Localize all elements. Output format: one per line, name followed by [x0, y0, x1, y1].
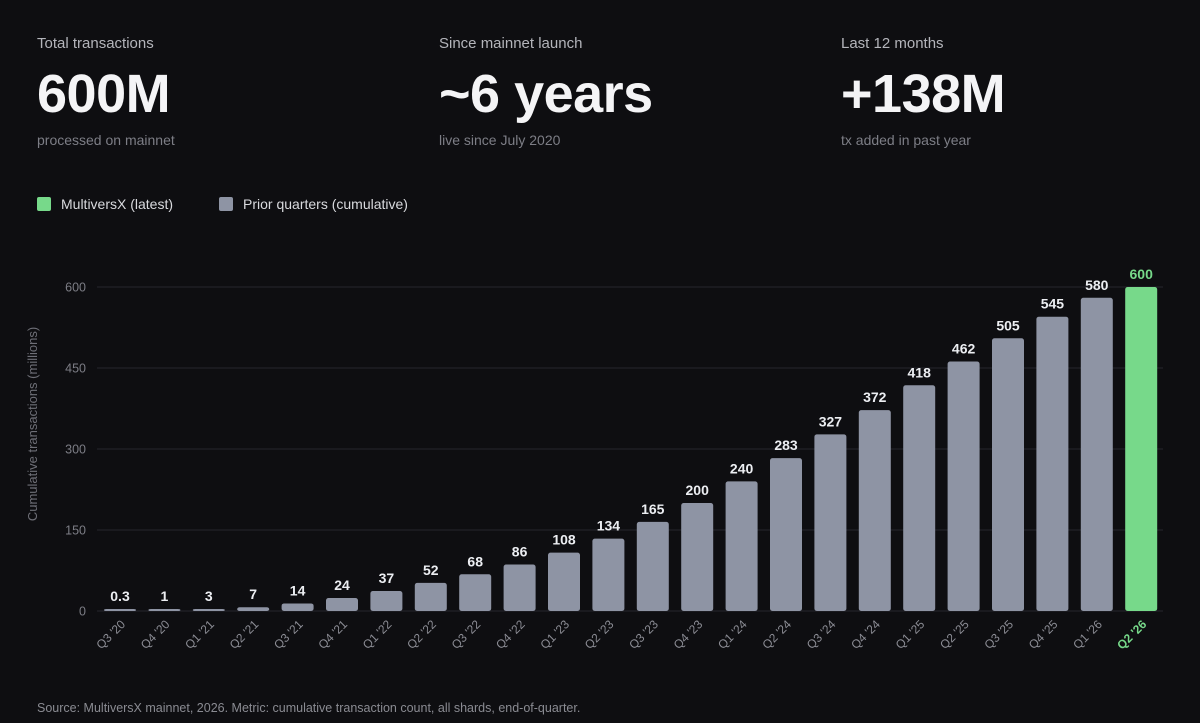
- bar-value-label: 37: [379, 570, 395, 586]
- legend-swatch-prior: [219, 197, 234, 211]
- bar-value-label: 68: [467, 553, 483, 569]
- bar[interactable]: [148, 609, 181, 611]
- y-tick-label: 600: [65, 281, 86, 295]
- source-footnote: Source: MultiversX mainnet, 2026. Metric…: [37, 701, 581, 715]
- y-axis-label: Cumulative transactions (millions): [25, 327, 40, 521]
- stat-label: Last 12 months: [841, 35, 944, 52]
- legend-label: Prior quarters (cumulative): [243, 196, 408, 212]
- stat-total-transactions: Total transactions 600M processed on mai…: [37, 34, 175, 149]
- x-tick-label: Q2 '22: [404, 617, 439, 652]
- x-tick-label: Q3 '22: [449, 617, 484, 652]
- stat-value: ~6 years: [439, 64, 653, 124]
- bar[interactable]: [814, 434, 847, 611]
- stat-sub: tx added in past year: [841, 132, 971, 148]
- bar-value-label: 134: [597, 518, 621, 534]
- x-tick-label: Q3 '20: [93, 617, 128, 652]
- bar-value-label: 7: [249, 586, 257, 602]
- bar-value-label: 580: [1085, 277, 1109, 293]
- bar-value-label: 165: [641, 501, 665, 517]
- x-tick-label: Q4 '24: [848, 617, 883, 652]
- bar[interactable]: [903, 385, 936, 611]
- bar-value-label: 200: [686, 482, 710, 498]
- bar-value-label: 505: [996, 317, 1020, 333]
- bar[interactable]: [992, 338, 1024, 611]
- bar-value-label: 14: [290, 582, 306, 598]
- bar-value-label: 3: [205, 588, 213, 604]
- x-tick-label: Q3 '23: [626, 617, 661, 652]
- x-tick-label: Q1 '23: [537, 617, 572, 652]
- y-tick-label: 450: [65, 362, 86, 376]
- x-tick-label: Q4 '20: [138, 617, 173, 652]
- bar[interactable]: [414, 582, 447, 611]
- x-tick-label: Q4 '21: [315, 617, 350, 652]
- stat-value: +138M: [841, 64, 1006, 124]
- bar[interactable]: [192, 609, 225, 611]
- bar-value-label: 327: [819, 413, 843, 429]
- bar-value-label: 1: [161, 588, 169, 604]
- x-tick-label: Q3 '21: [271, 617, 306, 652]
- stat-since-launch: Since mainnet launch ~6 years live since…: [439, 34, 653, 149]
- legend-item-prior: Prior quarters (cumulative): [219, 196, 408, 212]
- legend-item-latest: MultiversX (latest): [37, 196, 173, 212]
- legend-label: MultiversX (latest): [61, 196, 174, 212]
- bar-value-label: 240: [730, 460, 754, 476]
- bar-value-label: 545: [1041, 296, 1065, 312]
- x-tick-label: Q2 '21: [227, 617, 262, 652]
- x-tick-label: Q1 '25: [893, 617, 928, 652]
- x-tick-label: Q1 '24: [715, 617, 750, 652]
- bar-value-label: 52: [423, 562, 439, 578]
- bar[interactable]: [104, 609, 136, 611]
- x-tick-label: Q3 '24: [804, 617, 839, 652]
- x-tick-label: Q3 '25: [981, 617, 1016, 652]
- bar-value-label: 462: [952, 341, 976, 357]
- chart-legend: MultiversX (latest) Prior quarters (cumu…: [37, 196, 408, 212]
- bar-value-label: 418: [908, 364, 932, 380]
- bar-value-label: 600: [1130, 266, 1154, 282]
- stat-value: 600M: [37, 64, 171, 124]
- y-tick-label: 150: [65, 524, 86, 538]
- legend-swatch-latest: [37, 197, 51, 211]
- bar-value-label: 283: [774, 437, 798, 453]
- bar[interactable]: [681, 503, 714, 611]
- y-tick-label: 0: [79, 605, 86, 619]
- bar[interactable]: [947, 361, 980, 611]
- bar-value-label: 0.3: [110, 588, 130, 604]
- x-tick-label: Q4 '23: [671, 617, 706, 652]
- stat-label: Total transactions: [37, 35, 154, 52]
- x-tick-label: Q1 '22: [360, 617, 395, 652]
- y-tick-label: 300: [65, 443, 86, 457]
- bar-value-label: 24: [334, 577, 350, 593]
- bar[interactable]: [326, 598, 358, 611]
- stat-sub: live since July 2020: [439, 132, 561, 148]
- bar[interactable]: [459, 574, 492, 611]
- x-tick-label: Q4 '22: [493, 617, 528, 652]
- bar-value-label: 372: [863, 389, 887, 405]
- bar[interactable]: [503, 564, 536, 611]
- stat-label: Since mainnet launch: [439, 35, 583, 52]
- bar[interactable]: [770, 458, 802, 611]
- x-tick-label: Q4 '25: [1026, 617, 1061, 652]
- bar[interactable]: [281, 603, 314, 611]
- bar[interactable]: [548, 552, 580, 611]
- x-tick-label: Q1 '26: [1070, 617, 1105, 652]
- x-tick-label: Q2 '24: [759, 617, 794, 652]
- bar[interactable]: [858, 410, 891, 611]
- stat-sub: processed on mainnet: [37, 132, 175, 148]
- bar-value-label: 86: [512, 544, 528, 560]
- x-tick-label: Q1 '21: [182, 617, 217, 652]
- bar[interactable]: [1036, 316, 1069, 611]
- bar[interactable]: [725, 481, 758, 611]
- bar[interactable]: [592, 538, 625, 611]
- x-tick-label: Q2 '26: [1114, 617, 1149, 652]
- bar[interactable]: [370, 591, 403, 611]
- x-tick-label: Q2 '25: [937, 617, 972, 652]
- bar[interactable]: [1080, 297, 1113, 611]
- bar[interactable]: [1125, 287, 1158, 611]
- bar[interactable]: [636, 521, 669, 611]
- bar[interactable]: [237, 607, 270, 611]
- stat-last-12-months: Last 12 months +138M tx added in past ye…: [841, 34, 1006, 149]
- bar-value-label: 108: [552, 532, 576, 548]
- x-tick-label: Q2 '23: [582, 617, 617, 652]
